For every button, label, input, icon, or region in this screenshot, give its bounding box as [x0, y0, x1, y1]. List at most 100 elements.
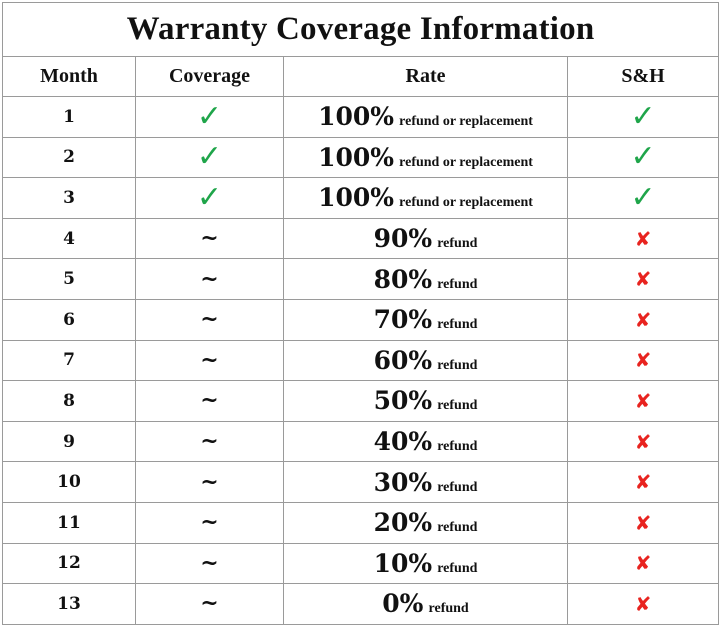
table-row: 11 ~20% refund ✘ — [2, 501, 720, 544]
rate-percent: 70% — [373, 305, 433, 335]
rate-description: refund — [437, 276, 478, 292]
coverage-partial: ~ — [200, 306, 219, 333]
rate-cell: 100% refund or replacement — [283, 96, 568, 138]
sh-cell: ✓ — [566, 96, 720, 138]
cross-icon: ✘ — [634, 348, 652, 373]
rate-cell: 60% refund — [283, 339, 568, 382]
rate-cell: 20% refund — [283, 501, 568, 544]
coverage-cell: ✓ — [135, 177, 284, 219]
month-cell: 3 — [2, 177, 136, 219]
rate-percent: 0% — [382, 589, 424, 619]
cross-icon: ✘ — [634, 226, 652, 251]
warranty-table: Warranty Coverage Information Month Cove… — [1, 2, 720, 625]
coverage-cell: ✓ — [135, 96, 284, 138]
rate-cell: 30% refund — [283, 461, 568, 503]
coverage-cell: ~ — [135, 217, 284, 260]
table-row: 1 ✓ 100% refund or replacement ✓ — [2, 96, 720, 138]
sh-cell: ✘ — [566, 501, 720, 544]
cross-icon: ✘ — [634, 307, 652, 332]
coverage-partial: ~ — [200, 387, 219, 414]
table-row: 3 ✓ 100% refund or replacement ✓ — [2, 177, 720, 219]
rate-cell: 70% refund — [283, 298, 568, 341]
rate-description: refund — [437, 317, 478, 333]
rate-cell: 40% refund — [283, 420, 568, 463]
rate-description: refund — [437, 439, 478, 455]
table-row: 7 ~60% refund ✘ — [2, 339, 720, 382]
coverage-partial: ~ — [200, 590, 219, 617]
check-icon: ✓ — [196, 98, 223, 134]
month-cell: 11 — [2, 501, 136, 544]
coverage-cell: ~ — [135, 583, 284, 625]
cross-icon: ✘ — [634, 591, 652, 616]
rate-cell: 50% refund — [283, 380, 568, 422]
rate-percent: 30% — [373, 467, 433, 497]
rate-percent: 20% — [373, 508, 433, 538]
month-cell: 10 — [2, 461, 136, 503]
coverage-partial: ~ — [200, 346, 219, 373]
table-row: 8 ~50% refund ✘ — [2, 380, 720, 422]
coverage-cell: ~ — [135, 542, 284, 585]
rate-percent: 50% — [373, 386, 433, 416]
month-cell: 7 — [2, 339, 136, 382]
cross-icon: ✘ — [634, 510, 652, 535]
coverage-cell: ~ — [135, 420, 284, 463]
month-cell: 12 — [2, 542, 136, 585]
sh-cell: ✘ — [566, 461, 720, 503]
rate-description: refund — [437, 560, 478, 576]
table-row: 2 ✓ 100% refund or replacement ✓ — [2, 136, 720, 179]
check-icon: ✓ — [196, 139, 223, 175]
header-rate: Rate — [283, 56, 568, 97]
coverage-cell: ~ — [135, 461, 284, 503]
table-row: 10 ~30% refund ✘ — [2, 461, 720, 503]
cross-icon: ✘ — [634, 267, 652, 292]
rate-cell: 100% refund or replacement — [283, 136, 568, 179]
coverage-cell: ✓ — [135, 136, 284, 179]
check-icon: ✓ — [630, 98, 656, 134]
rate-description: refund — [437, 520, 478, 536]
table-row: 5 ~80% refund ✘ — [2, 258, 720, 300]
header-coverage: Coverage — [135, 56, 284, 97]
check-icon: ✓ — [630, 139, 656, 175]
rate-description: refund — [437, 398, 478, 414]
coverage-partial: ~ — [200, 549, 219, 576]
coverage-cell: ~ — [135, 339, 284, 382]
check-icon: ✓ — [196, 179, 223, 215]
coverage-partial: ~ — [200, 468, 219, 495]
coverage-cell: ~ — [135, 298, 284, 341]
rate-percent: 40% — [373, 427, 433, 457]
month-cell: 1 — [2, 96, 136, 138]
rate-description: refund — [437, 236, 478, 252]
month-cell: 8 — [2, 380, 136, 422]
sh-cell: ✘ — [566, 339, 720, 382]
rate-percent: 10% — [373, 548, 433, 578]
rate-percent: 90% — [373, 224, 433, 254]
sh-cell: ✘ — [566, 258, 720, 300]
rate-description: refund or replacement — [399, 114, 533, 130]
cross-icon: ✘ — [634, 388, 652, 413]
sh-cell: ✘ — [566, 217, 720, 260]
table-row: 12 ~10% refund ✘ — [2, 542, 720, 585]
rate-percent: 100% — [318, 102, 395, 132]
sh-cell: ✘ — [566, 380, 720, 422]
sh-cell: ✘ — [566, 542, 720, 585]
coverage-partial: ~ — [200, 265, 219, 292]
sh-cell: ✓ — [566, 177, 720, 219]
month-cell: 4 — [2, 217, 136, 260]
rate-description: refund or replacement — [399, 195, 533, 211]
table-row: 13 ~0% refund ✘ — [2, 583, 720, 625]
cross-icon: ✘ — [634, 551, 652, 576]
coverage-cell: ~ — [135, 380, 284, 422]
rate-description: refund — [437, 357, 478, 373]
rate-percent: 60% — [373, 345, 433, 375]
header-month: Month — [2, 56, 136, 97]
coverage-partial: ~ — [200, 509, 219, 536]
sh-cell: ✘ — [566, 583, 720, 625]
rate-cell: 0% refund — [283, 583, 568, 625]
rate-description: refund or replacement — [399, 154, 533, 170]
rate-description: refund — [437, 479, 478, 495]
month-cell: 9 — [2, 420, 136, 463]
rate-cell: 10% refund — [283, 542, 568, 585]
month-cell: 2 — [2, 136, 136, 179]
check-icon: ✓ — [630, 179, 656, 215]
rate-cell: 100% refund or replacement — [283, 177, 568, 219]
